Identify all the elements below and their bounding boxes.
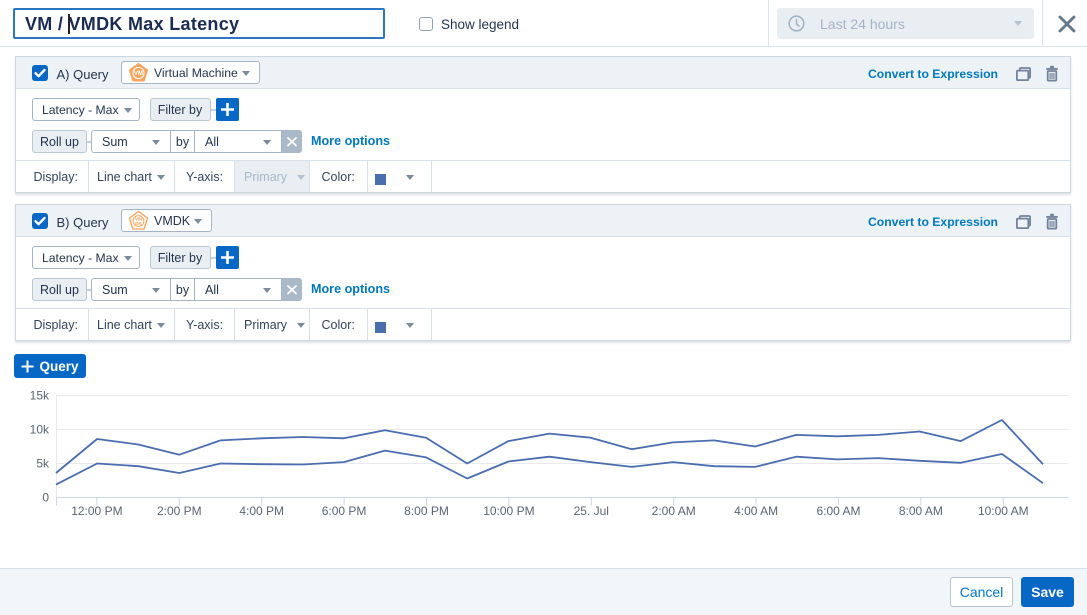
svg-text:15k: 15k bbox=[30, 389, 50, 403]
svg-text:12:00 PM: 12:00 PM bbox=[71, 504, 122, 518]
svg-text:4:00 AM: 4:00 AM bbox=[734, 504, 778, 518]
svg-text:10:00 AM: 10:00 AM bbox=[978, 504, 1029, 518]
svg-text:8:00 AM: 8:00 AM bbox=[899, 504, 943, 518]
svg-text:6:00 AM: 6:00 AM bbox=[816, 504, 860, 518]
svg-text:10:00 PM: 10:00 PM bbox=[483, 504, 534, 518]
svg-text:4:00 PM: 4:00 PM bbox=[239, 504, 284, 518]
svg-text:25. Jul: 25. Jul bbox=[574, 504, 609, 518]
svg-text:5k: 5k bbox=[36, 457, 50, 471]
svg-text:VM: VM bbox=[135, 216, 142, 221]
svg-text:2:00 PM: 2:00 PM bbox=[157, 504, 202, 518]
svg-text:8:00 PM: 8:00 PM bbox=[404, 504, 449, 518]
svg-text:DK: DK bbox=[135, 221, 142, 226]
svg-text:10k: 10k bbox=[30, 423, 50, 437]
svg-text:VM: VM bbox=[134, 71, 143, 77]
svg-text:6:00 PM: 6:00 PM bbox=[322, 504, 367, 518]
svg-text:0: 0 bbox=[42, 491, 49, 505]
svg-text:2:00 AM: 2:00 AM bbox=[652, 504, 696, 518]
